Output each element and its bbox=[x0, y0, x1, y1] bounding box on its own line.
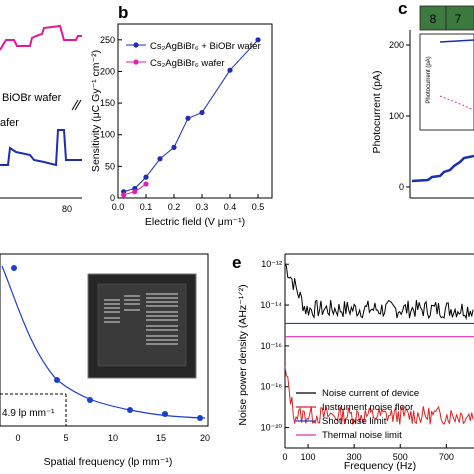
panel-d-annotation: 4.9 lp mm⁻¹ bbox=[2, 408, 55, 419]
panel-d-resolution-bars bbox=[104, 293, 178, 345]
panel-c-label: c bbox=[398, 0, 407, 18]
panel-d-partial: 4.9 lp mm⁻¹ 0 5 10 15 20 Spatial frequen… bbox=[0, 253, 210, 468]
panel-b-xtick-label: 0.0 bbox=[112, 202, 125, 212]
panel-d-frame bbox=[0, 253, 209, 427]
panel-e-xtick-label: 500 bbox=[393, 452, 408, 462]
legend-label-series-2: Cs₂AgBiBr₆ wafer bbox=[150, 58, 225, 69]
panel-b: b 0.0 0.1 0.2 0.3 0.4 0.5 0 50 100 150 200 250 Cs₂A… bbox=[90, 3, 273, 228]
panel-e-series-noise-device bbox=[284, 264, 474, 321]
panel-a-axis-break-2 bbox=[74, 99, 82, 111]
panel-d-xtick: 20 bbox=[200, 433, 210, 443]
panel-b-ytick-label: 50 bbox=[105, 161, 115, 171]
panel-a-blue-trace bbox=[0, 129, 82, 167]
panel-b-xtick-label: 0.5 bbox=[252, 202, 265, 212]
panel-e-ytick-label: 10⁻¹⁴ bbox=[260, 300, 282, 310]
panel-b-legend: Cs₂AgBiBr₆ + BiOBr wafer Cs₂AgBiBr₆ wafe… bbox=[126, 41, 261, 69]
panel-b-ytick-label: 0 bbox=[110, 193, 115, 203]
panel-e-lines bbox=[284, 264, 474, 425]
panel-e-xtick-label: 100 bbox=[301, 452, 316, 462]
panel-b-ytick-label: 250 bbox=[100, 35, 115, 45]
panel-d-point bbox=[87, 397, 93, 403]
panel-b-xlabel: Electric field (V μm⁻¹) bbox=[145, 216, 245, 228]
legend-label-instrument: Instrument noise floor bbox=[322, 402, 413, 413]
legend-label-thermal: Thermal noise limit bbox=[322, 430, 402, 441]
panel-b-xtick-label: 0.3 bbox=[196, 202, 209, 212]
panel-c-inset-trace bbox=[439, 39, 474, 43]
panel-e-ytick-label: 10⁻¹⁸ bbox=[260, 382, 282, 392]
panel-b-points bbox=[121, 37, 261, 198]
legend-marker-series-2 bbox=[133, 59, 139, 65]
panel-b-point-series-1 bbox=[143, 174, 149, 180]
panel-c-tab-7-label: 7 bbox=[455, 12, 462, 26]
panel-b-ytick-label: 150 bbox=[100, 98, 115, 108]
panel-a-label-2: afer bbox=[0, 117, 19, 129]
panel-b-ylabel: Sensitivity (μC Gy⁻¹ cm⁻²) bbox=[90, 50, 102, 172]
panel-d-photo-inner bbox=[97, 283, 187, 367]
panel-b-point-series-1 bbox=[227, 67, 233, 73]
panel-d-point bbox=[54, 377, 60, 383]
panel-c-ytick-label-100: 100 bbox=[389, 111, 404, 121]
panel-e-ticks: 0 100 300 500 700 10⁻¹² 10⁻¹⁴ 10⁻¹⁶ 10⁻¹⁸ 10⁻²⁰ bbox=[260, 259, 453, 462]
panel-e: e 0 100 300 500 700 10⁻¹² 10⁻¹⁴ 10⁻¹⁶ 10⁻¹⁸ 10⁻²⁰… bbox=[232, 253, 474, 472]
panel-d-xtick: 0 bbox=[15, 433, 20, 443]
panel-a-axis-break bbox=[71, 99, 79, 111]
panel-c-ytick-label-0: 0 bbox=[399, 182, 404, 192]
panel-e-xtick-label: 0 bbox=[282, 452, 287, 462]
panel-e-ytick-label: 10⁻²⁰ bbox=[261, 423, 283, 433]
panel-b-xtick-label: 0.4 bbox=[224, 202, 237, 212]
panel-e-series-instrument bbox=[284, 366, 474, 425]
panel-b-point-series-1 bbox=[185, 115, 191, 121]
panel-d-point bbox=[127, 407, 133, 413]
panel-d-mtf-curve bbox=[1, 265, 206, 419]
panel-b-point-series-1 bbox=[255, 37, 261, 43]
panel-b-xtick-label: 0.1 bbox=[140, 202, 153, 212]
panel-e-label: e bbox=[232, 253, 241, 272]
panel-a-label: BiOBr wafer bbox=[2, 92, 62, 104]
panel-e-ytick-label: 10⁻¹⁶ bbox=[261, 341, 283, 351]
panel-c-photocurrent-trace bbox=[411, 154, 474, 183]
panel-e-legend: Noise current of device Instrument noise… bbox=[296, 388, 419, 441]
panel-b-point-series-1 bbox=[157, 156, 163, 162]
panel-e-xtick-label: 700 bbox=[439, 452, 454, 462]
panel-c-tab-8-label: 8 bbox=[430, 12, 437, 26]
panel-b-ticks: 0.0 0.1 0.2 0.3 0.4 0.5 0 50 100 150 200 250 bbox=[100, 35, 264, 212]
panel-e-xlabel: Frequency (Hz) bbox=[344, 460, 416, 472]
panel-c-inset bbox=[419, 33, 474, 131]
panel-b-point-series-2 bbox=[143, 181, 149, 187]
legend-label-shot: Shot noise limit bbox=[322, 416, 387, 427]
panel-d-xlabel: Spatial frequency (lp mm⁻¹) bbox=[44, 456, 173, 468]
panel-e-ylabel: Noise power density (AHz⁻¹ᐟ²) bbox=[237, 284, 249, 425]
panel-e-ytick-label: 10⁻¹² bbox=[261, 259, 282, 269]
panel-b-point-series-1 bbox=[171, 144, 177, 150]
panel-a-x-tick: 80 bbox=[62, 204, 72, 214]
panel-c-ytick-label-200: 200 bbox=[389, 40, 404, 50]
panel-c-inset-trace-2 bbox=[439, 95, 474, 111]
panel-b-xtick-label: 0.2 bbox=[168, 202, 181, 212]
panel-d-xtick: 10 bbox=[108, 433, 118, 443]
panel-a-pink-trace bbox=[0, 24, 82, 51]
panel-c-tab-7 bbox=[445, 5, 474, 31]
panel-e-xtick-label: 300 bbox=[347, 452, 362, 462]
panel-b-label: b bbox=[118, 3, 128, 22]
panel-b-point-series-1 bbox=[199, 109, 205, 116]
panel-d-point bbox=[11, 265, 17, 271]
panel-b-ytick-label: 100 bbox=[100, 130, 115, 140]
panel-d-xtick: 15 bbox=[156, 433, 166, 443]
panel-d-point bbox=[162, 411, 168, 417]
panel-d-point bbox=[197, 415, 203, 421]
panel-a-partial: BiOBr wafer afer 80 bbox=[0, 24, 82, 214]
panel-c-partial: c 8 7 200 100 0 Photocurrent (pA) Photoc… bbox=[371, 0, 474, 199]
panel-c-ylabel: Photocurrent (pA) bbox=[371, 71, 383, 154]
legend-label-noise-device: Noise current of device bbox=[322, 388, 419, 399]
panel-c-inset-ylabel: Photocurrent (pA) bbox=[426, 56, 432, 103]
panel-b-ytick-label: 200 bbox=[100, 66, 115, 76]
panel-b-point-series-2 bbox=[132, 189, 138, 195]
legend-marker-series-1 bbox=[133, 42, 139, 48]
legend-label-series-1: Cs₂AgBiBr₆ + BiOBr wafer bbox=[150, 41, 261, 52]
panel-b-frame bbox=[117, 23, 273, 199]
panel-d-xtick: 5 bbox=[63, 433, 68, 443]
panel-b-point-series-2 bbox=[121, 192, 127, 198]
